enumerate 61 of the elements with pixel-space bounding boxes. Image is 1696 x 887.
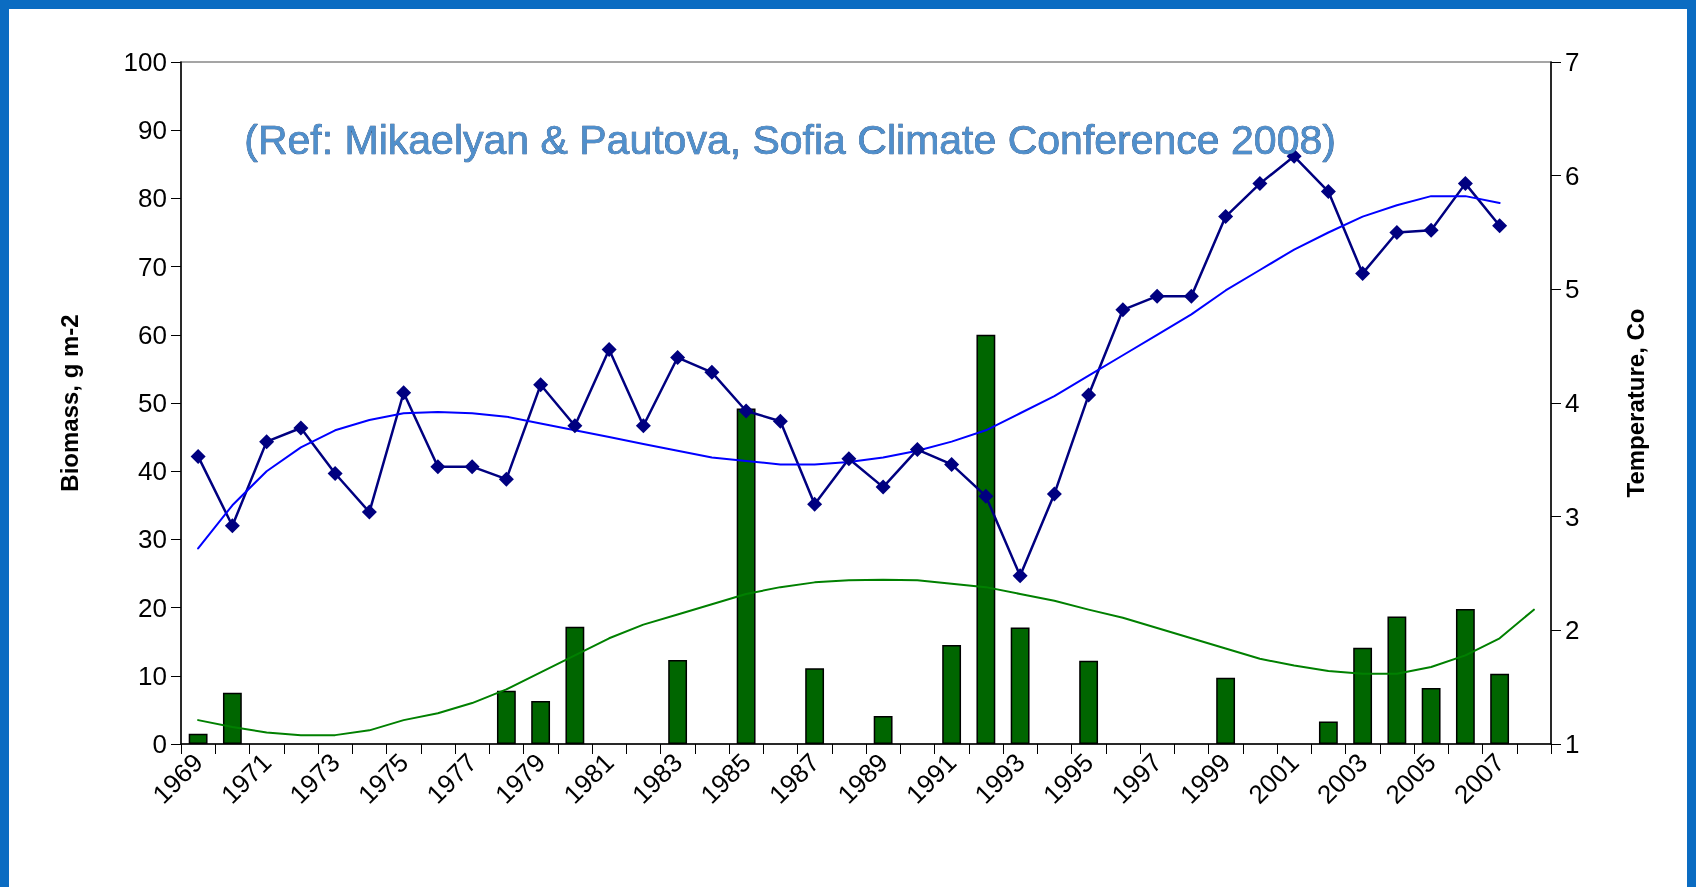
point xyxy=(978,488,994,504)
point xyxy=(293,420,309,436)
point xyxy=(1218,209,1234,225)
y-tick-label: 50 xyxy=(138,388,167,418)
point xyxy=(430,459,446,475)
point xyxy=(670,350,686,366)
y2-axis-title: Temperature, Co xyxy=(1621,308,1649,498)
y2-tick-label: 3 xyxy=(1565,501,1580,532)
point xyxy=(841,451,857,467)
y-tick-label: 10 xyxy=(138,660,167,691)
y-tick-label: 30 xyxy=(138,524,167,555)
point xyxy=(738,403,754,419)
y-tick-label: 100 xyxy=(123,47,167,77)
point xyxy=(1149,288,1165,304)
point xyxy=(601,342,617,358)
y-tick-label: 60 xyxy=(138,319,167,350)
point xyxy=(259,434,275,450)
y2-tick-label: 5 xyxy=(1565,274,1580,305)
point xyxy=(567,418,583,434)
y2-tick-label: 4 xyxy=(1565,388,1580,418)
line-series xyxy=(197,195,1501,550)
point xyxy=(1115,302,1131,318)
y-tick-label: 80 xyxy=(138,183,167,214)
y2-tick-label: 2 xyxy=(1565,615,1580,646)
point xyxy=(1081,387,1097,403)
point xyxy=(772,413,788,429)
point xyxy=(327,465,343,481)
y2-tick-label: 6 xyxy=(1565,160,1580,191)
y-tick-label: 40 xyxy=(138,456,167,487)
point xyxy=(464,459,480,475)
y-axis-title: Biomass, g m-2 xyxy=(55,314,83,492)
y-tick-label: 90 xyxy=(138,115,167,146)
point xyxy=(396,385,412,401)
point xyxy=(1355,265,1371,281)
point xyxy=(498,471,514,487)
point xyxy=(807,496,823,512)
point xyxy=(1252,176,1268,192)
point xyxy=(1423,222,1439,238)
line-series xyxy=(197,578,1535,737)
y-tick-label: 20 xyxy=(138,592,167,623)
point xyxy=(635,418,651,434)
point xyxy=(1012,568,1028,584)
point xyxy=(1492,218,1508,234)
point xyxy=(1183,288,1199,304)
annotation: (Ref: Mikaelyan & Pautova, Sofia Climate Conference 2008) xyxy=(244,116,1336,163)
point xyxy=(909,442,925,458)
point xyxy=(533,377,549,393)
point xyxy=(875,479,891,495)
point xyxy=(190,448,206,464)
point xyxy=(1389,225,1405,240)
point xyxy=(361,504,377,520)
y-tick-label: 70 xyxy=(138,251,167,282)
y2-tick-label: 7 xyxy=(1565,47,1580,77)
point xyxy=(1320,184,1336,200)
y2-tick-label: 1 xyxy=(1565,729,1580,759)
point xyxy=(944,456,960,472)
point xyxy=(224,518,240,534)
point xyxy=(704,364,720,380)
point xyxy=(1046,486,1062,502)
y-tick-label: 0 xyxy=(152,729,167,759)
point xyxy=(1457,176,1473,192)
